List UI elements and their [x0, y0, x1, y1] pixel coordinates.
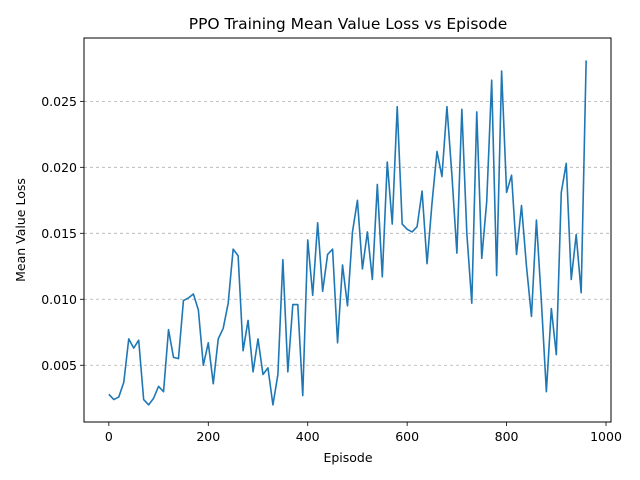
x-tick-label: 200	[196, 429, 220, 444]
series-layer	[108, 60, 587, 406]
x-tick-label: 400	[296, 429, 320, 444]
y-axis-title: Mean Value Loss	[13, 178, 28, 282]
y-tick-label: 0.015	[41, 226, 77, 241]
x-tick-label: 1000	[590, 429, 622, 444]
y-tick-label: 0.025	[41, 94, 77, 109]
y-tick-label: 0.020	[41, 160, 77, 175]
y-tick-label: 0.005	[41, 358, 77, 373]
y-tick-label: 0.010	[41, 292, 77, 307]
plot-frame	[83, 37, 612, 423]
series-line	[108, 60, 587, 406]
x-tick-label: 0	[105, 429, 113, 444]
x-tick-label: 600	[395, 429, 419, 444]
x-axis-ticks: 0 200 400 600 800 1000	[105, 422, 622, 444]
y-axis-ticks: 0.005 0.010 0.015 0.020 0.025	[41, 94, 84, 373]
x-axis-title: Episode	[323, 450, 372, 465]
x-tick-label: 800	[495, 429, 519, 444]
chart-title: PPO Training Mean Value Loss vs Episode	[189, 15, 508, 33]
